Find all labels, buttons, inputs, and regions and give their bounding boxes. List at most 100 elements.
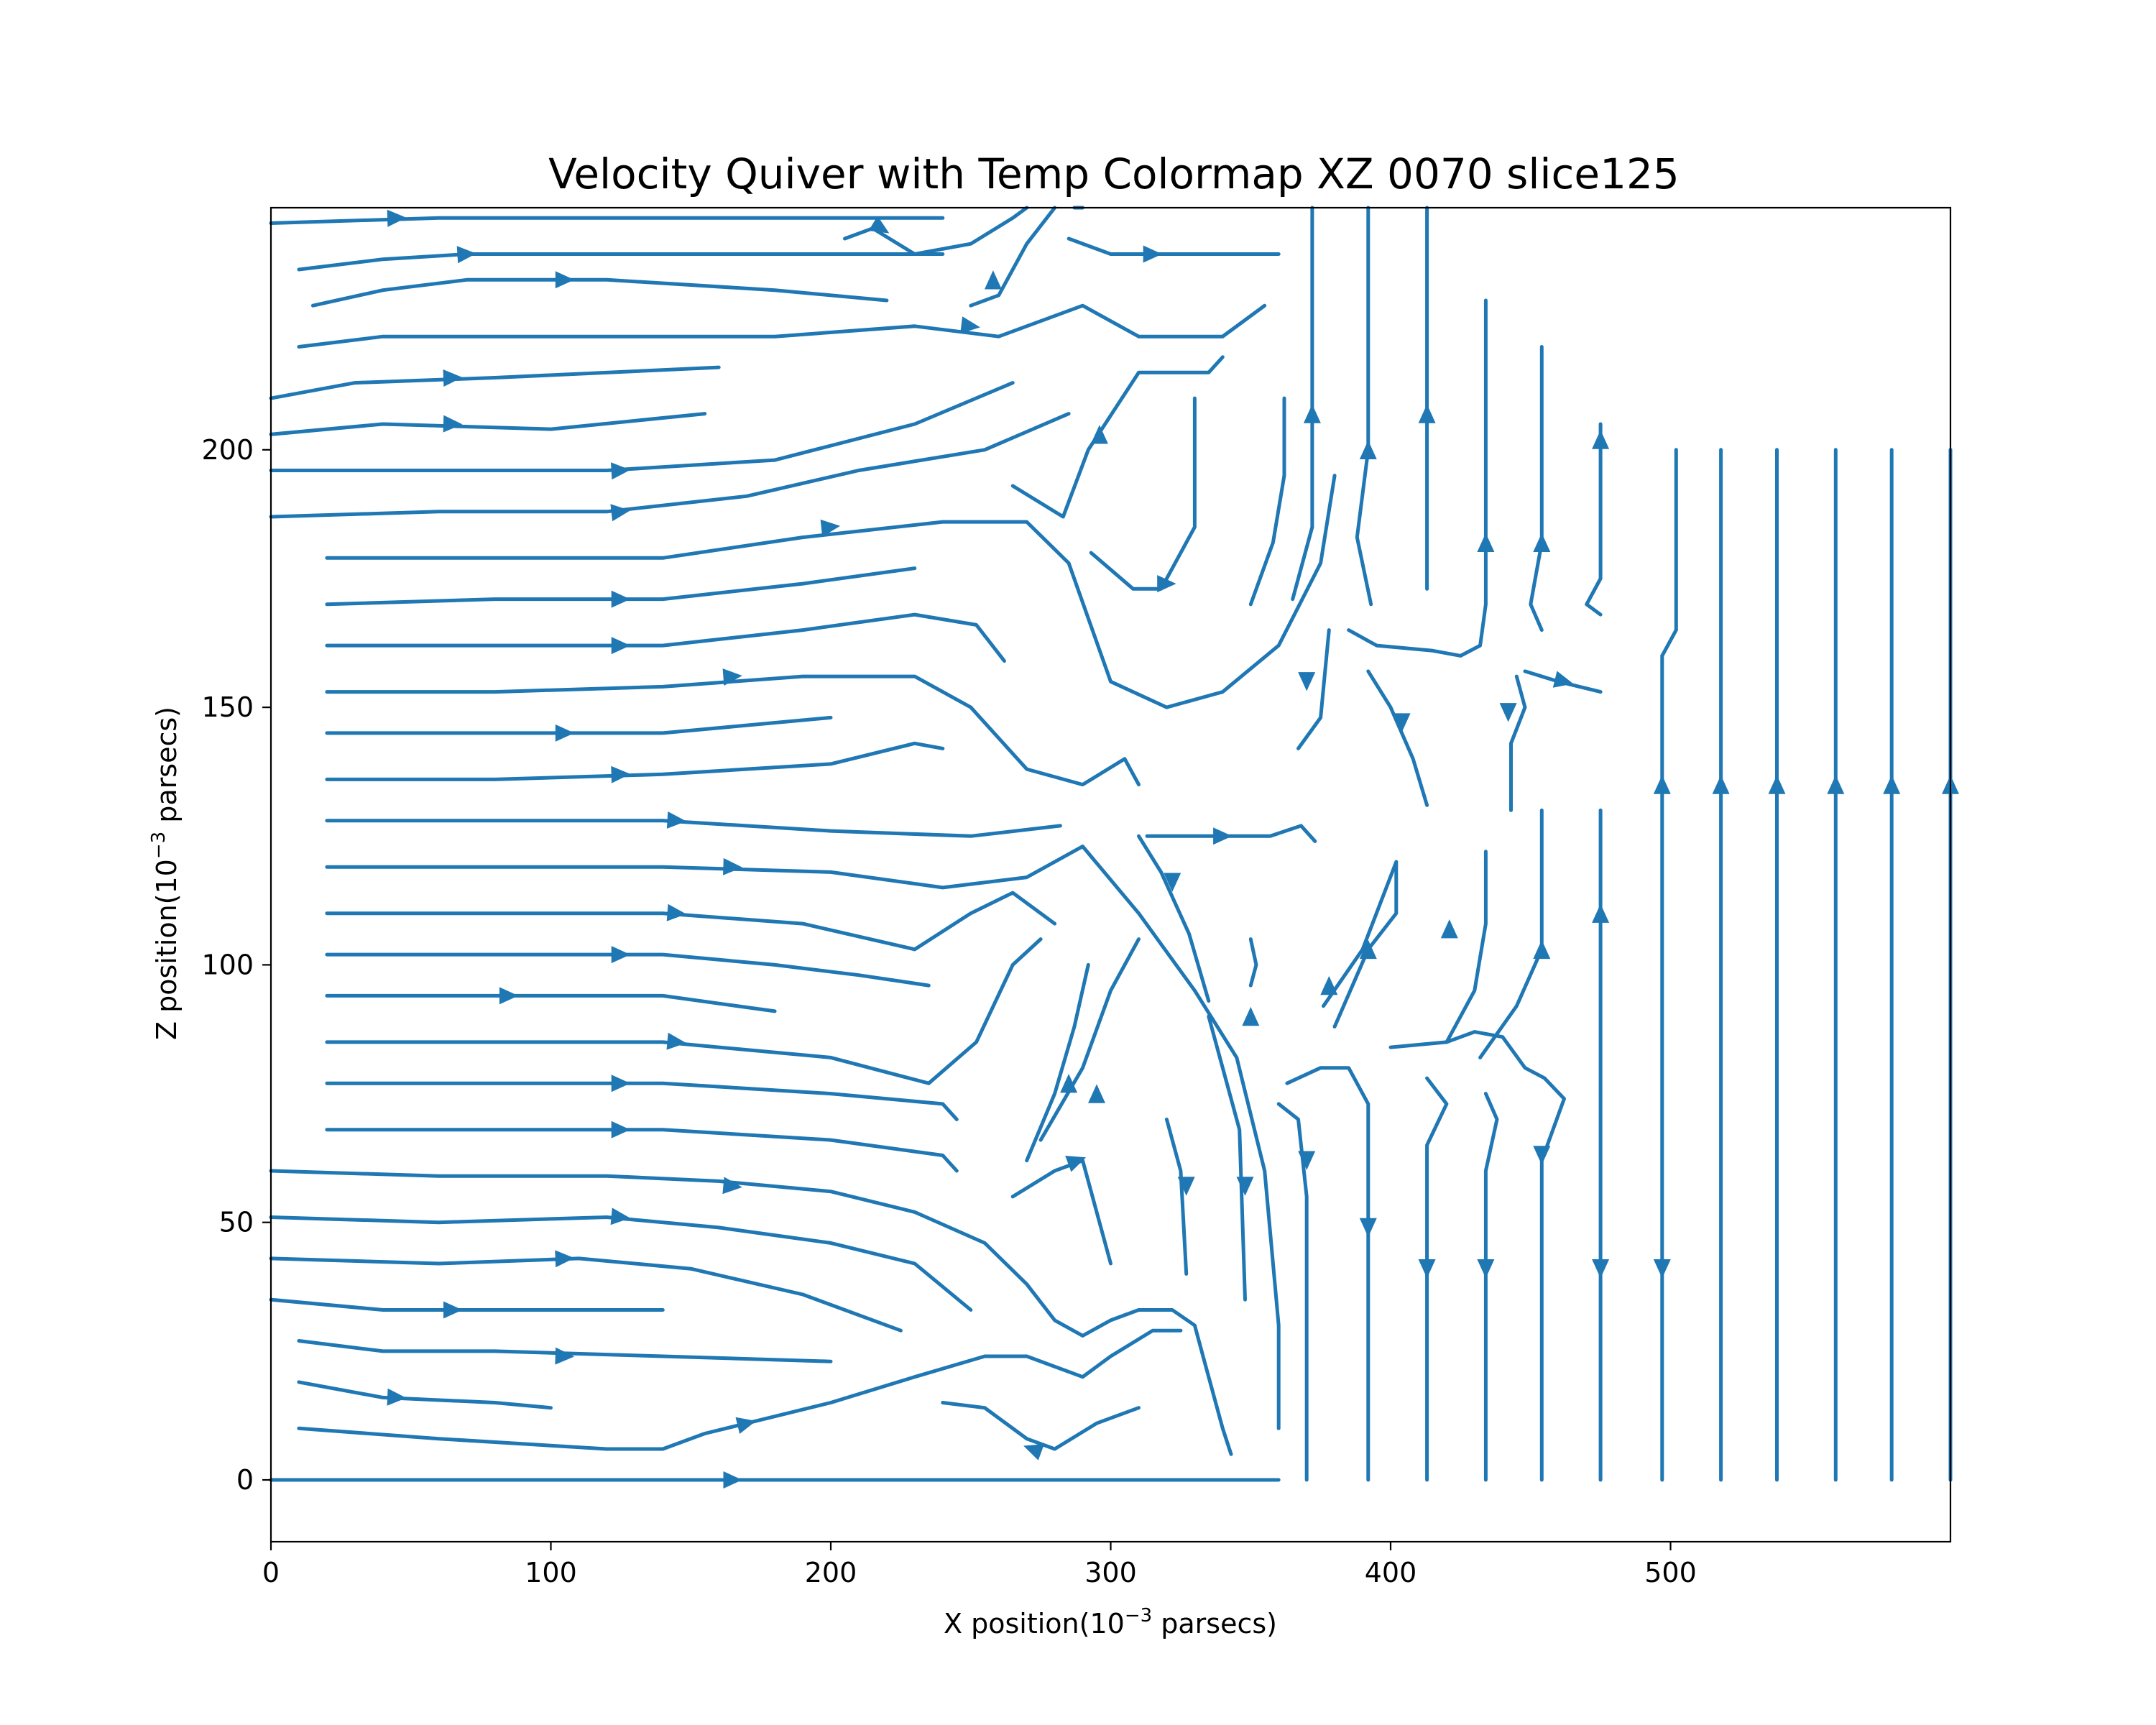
stream-arrow-40 bbox=[1418, 404, 1436, 423]
x-tick-label: 0 bbox=[262, 1557, 280, 1588]
stream-arrow-70 bbox=[1712, 775, 1730, 794]
streamline-17 bbox=[325, 952, 931, 988]
streamline-5 bbox=[269, 412, 707, 436]
streamline-26 bbox=[297, 1339, 833, 1363]
streamline-11 bbox=[325, 674, 1141, 787]
stream-arrow-3 bbox=[960, 316, 980, 334]
stream-arrow-38 bbox=[1303, 404, 1321, 423]
stream-arrow-6 bbox=[611, 462, 631, 480]
x-tick-label: 400 bbox=[1365, 1557, 1417, 1588]
stream-arrow-65 bbox=[1592, 903, 1610, 923]
streamline-58 bbox=[1483, 1092, 1499, 1482]
stream-arrow-31 bbox=[868, 216, 890, 234]
stream-arrow-34 bbox=[1090, 425, 1108, 444]
streamline-9 bbox=[325, 566, 917, 607]
streamline-13 bbox=[325, 741, 945, 781]
streamline-46 bbox=[1366, 669, 1429, 807]
streamline-7 bbox=[269, 412, 1071, 519]
stream-arrow-24 bbox=[555, 1250, 575, 1268]
stream-arrows bbox=[387, 209, 1959, 1489]
y-tick-label: 100 bbox=[201, 949, 254, 980]
streamline-23 bbox=[269, 1215, 973, 1312]
streamline-32 bbox=[1067, 236, 1281, 256]
stream-arrow-53 bbox=[1065, 1156, 1087, 1172]
stream-arrow-51 bbox=[1088, 1084, 1105, 1103]
stream-arrow-25 bbox=[443, 1301, 463, 1319]
streamline-37 bbox=[1248, 396, 1286, 607]
y-tick-label: 200 bbox=[201, 434, 254, 466]
stream-arrow-32 bbox=[1143, 245, 1163, 263]
x-tick-label: 300 bbox=[1084, 1557, 1137, 1588]
stream-arrow-33 bbox=[984, 270, 1002, 290]
streamline-6 bbox=[269, 381, 1015, 472]
stream-arrow-35 bbox=[1157, 575, 1176, 593]
x-tick-label: 200 bbox=[805, 1557, 857, 1588]
stream-arrow-28 bbox=[735, 1417, 756, 1434]
y-axis-ticks: 0 50 100 150 200 bbox=[201, 434, 271, 1496]
stream-arrow-54 bbox=[1236, 1177, 1254, 1196]
streamline-34 bbox=[1010, 355, 1225, 519]
stream-arrow-27 bbox=[387, 1388, 407, 1406]
streamline-61 bbox=[1322, 860, 1399, 1008]
streamline-67 bbox=[1164, 1117, 1189, 1276]
streamline-24 bbox=[269, 1256, 903, 1333]
stream-arrow-17 bbox=[611, 946, 631, 964]
streamline-47 bbox=[1509, 674, 1527, 812]
stream-arrow-55 bbox=[1298, 1151, 1316, 1170]
stream-arrow-29 bbox=[723, 1471, 742, 1489]
streamline-2 bbox=[310, 277, 889, 308]
y-tick-label: 50 bbox=[219, 1207, 254, 1238]
stream-arrow-15 bbox=[723, 857, 742, 875]
stream-arrow-26 bbox=[555, 1347, 575, 1365]
stream-arrow-11 bbox=[722, 668, 742, 686]
stream-arrow-21 bbox=[611, 1121, 631, 1138]
streamline-19 bbox=[325, 937, 1043, 1085]
stream-arrow-14 bbox=[666, 811, 686, 829]
streamline-64 bbox=[1478, 808, 1544, 1059]
streamline-45 bbox=[1296, 628, 1331, 750]
y-tick-label: 150 bbox=[201, 691, 254, 723]
stream-arrow-59 bbox=[1533, 1146, 1551, 1165]
streamline-15 bbox=[325, 845, 1281, 1430]
streamline-31 bbox=[843, 206, 1029, 256]
chart-title: Velocity Quiver with Temp Colormap XZ 00… bbox=[548, 150, 1680, 198]
stream-arrow-52 bbox=[1060, 1074, 1078, 1093]
stream-arrow-12 bbox=[555, 724, 575, 742]
stream-arrow-7 bbox=[610, 504, 630, 522]
stream-arrow-5 bbox=[443, 415, 463, 433]
stream-arrow-46 bbox=[1393, 713, 1411, 732]
streamline-28 bbox=[297, 1328, 1183, 1451]
stream-arrow-19 bbox=[666, 1032, 686, 1050]
stream-arrow-8 bbox=[820, 519, 841, 537]
stream-arrow-72 bbox=[1827, 775, 1845, 794]
stream-arrow-73 bbox=[1883, 775, 1901, 794]
streamline-54 bbox=[1207, 1014, 1247, 1302]
stream-arrow-49 bbox=[1213, 827, 1233, 845]
x-tick-label: 100 bbox=[525, 1557, 577, 1588]
stream-arrow-4 bbox=[443, 369, 463, 387]
stream-arrow-10 bbox=[611, 637, 631, 655]
streamline-20 bbox=[325, 1081, 959, 1121]
stream-arrow-20 bbox=[611, 1075, 631, 1092]
stream-arrow-9 bbox=[611, 590, 631, 608]
streamline-21 bbox=[325, 1128, 959, 1173]
streamline-1 bbox=[297, 252, 945, 272]
streamline-68 bbox=[1660, 448, 1678, 658]
streamline-3 bbox=[297, 303, 1267, 349]
streamline-42 bbox=[1529, 345, 1544, 632]
stream-arrow-43 bbox=[1592, 430, 1610, 449]
streamline-35 bbox=[1089, 396, 1197, 591]
streamline-44 bbox=[1347, 602, 1488, 658]
stream-arrow-61 bbox=[1320, 975, 1338, 995]
streamline-59 bbox=[1388, 1030, 1566, 1482]
stream-arrow-18 bbox=[499, 987, 519, 1005]
stream-arrow-71 bbox=[1768, 775, 1786, 794]
stream-arrow-2 bbox=[555, 271, 575, 289]
plot-frame bbox=[270, 206, 1952, 1543]
x-axis-ticks: 0 100 200 300 400 500 bbox=[262, 1542, 1697, 1588]
streamline-8 bbox=[325, 474, 1337, 709]
streamline-14 bbox=[325, 819, 1062, 838]
stream-arrow-41 bbox=[1477, 533, 1495, 552]
stream-arrow-69 bbox=[1653, 1259, 1671, 1279]
